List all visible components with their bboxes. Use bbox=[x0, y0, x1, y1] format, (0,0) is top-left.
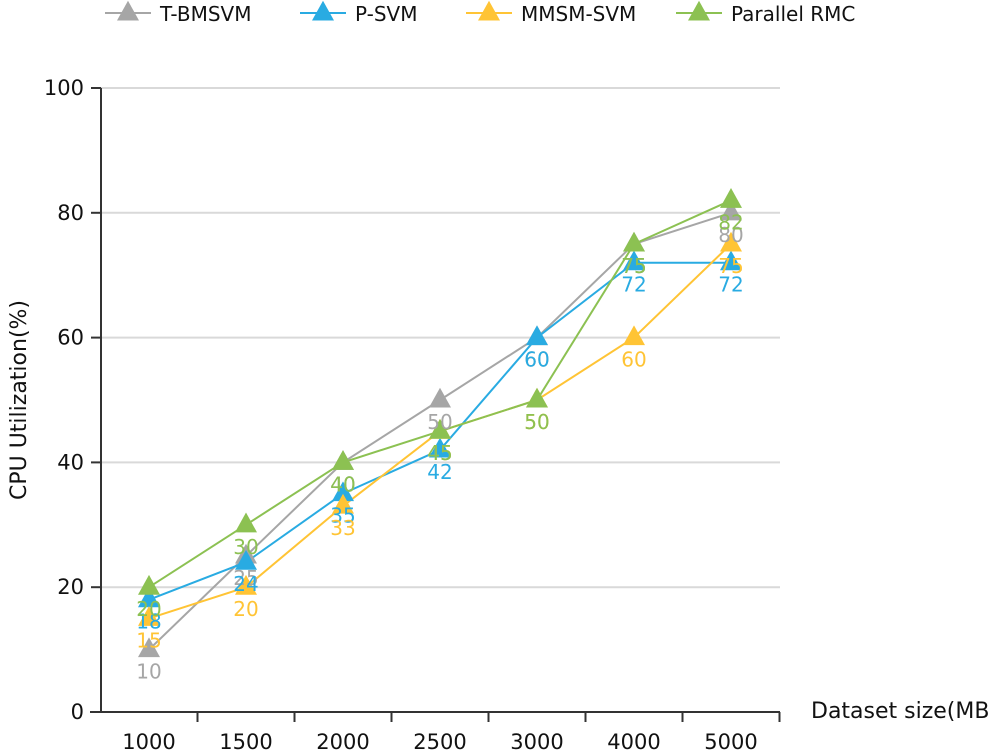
legend-label-p-svm: P-SVM bbox=[355, 2, 417, 26]
data-label-t-bmsvm-2000: 40 bbox=[330, 472, 355, 496]
x-tick-label-3000: 3000 bbox=[510, 730, 563, 750]
data-label-parallel-rmc-1500: 30 bbox=[233, 535, 258, 559]
y-tick-label-100: 100 bbox=[44, 76, 84, 100]
data-label-mmsm-svm-3000: 50 bbox=[524, 410, 549, 434]
x-axis-title: Dataset size(MB bbox=[811, 699, 989, 724]
data-label-p-svm-2500: 42 bbox=[427, 460, 452, 484]
legend: T-BMSVM P-SVM MMSM-SVM Parallel RMC bbox=[105, 0, 855, 26]
legend-marker-mmsm-svm bbox=[478, 0, 500, 21]
data-label-mmsm-svm-1000: 15 bbox=[136, 628, 161, 652]
x-tick-label-2500: 2500 bbox=[413, 730, 466, 750]
point-parallel-rmc-1000 bbox=[138, 574, 160, 595]
point-parallel-rmc-2000 bbox=[332, 450, 354, 470]
data-label-parallel-rmc-1000: 20 bbox=[136, 597, 161, 621]
data-label-t-bmsvm-1500: 25 bbox=[233, 566, 258, 590]
point-p-svm-4000 bbox=[623, 250, 645, 271]
data-label-t-bmsvm-1000: 10 bbox=[136, 660, 161, 684]
point-p-svm-2500 bbox=[429, 437, 451, 458]
point-mmsm-svm-2000 bbox=[332, 493, 354, 514]
data-label-t-bmsvm-3000: 60 bbox=[524, 348, 549, 372]
legend-marker-t-bmsvm bbox=[117, 0, 139, 21]
point-t-bmsvm-1000 bbox=[138, 637, 160, 658]
point-parallel-rmc-3000 bbox=[526, 387, 548, 408]
data-label-t-bmsvm-4000: 75 bbox=[621, 254, 646, 278]
data-label-p-svm-5000: 72 bbox=[718, 273, 743, 297]
data-label-p-svm-3000: 60 bbox=[524, 348, 549, 372]
y-tick-label-60: 60 bbox=[57, 326, 84, 350]
data-label-mmsm-svm-5000: 75 bbox=[718, 254, 743, 278]
point-parallel-rmc-5000 bbox=[720, 188, 742, 208]
data-label-p-svm-1000: 18 bbox=[136, 610, 161, 634]
legend-label-t-bmsvm: T-BMSVM bbox=[159, 2, 252, 26]
data-label-p-svm-4000: 72 bbox=[621, 273, 646, 297]
data-label-parallel-rmc-4000: 75 bbox=[621, 254, 646, 278]
y-tick-label-80: 80 bbox=[57, 201, 84, 225]
point-p-svm-3000 bbox=[526, 325, 548, 346]
data-label-parallel-rmc-2500: 45 bbox=[427, 441, 452, 465]
y-axis-title: CPU Utilization(%) bbox=[7, 300, 32, 500]
data-label-p-svm-2000: 35 bbox=[330, 504, 355, 528]
point-t-bmsvm-2500 bbox=[429, 387, 451, 408]
legend-label-parallel-rmc: Parallel RMC bbox=[731, 2, 855, 26]
y-tick-labels: 0 20 40 60 80 100 bbox=[44, 76, 101, 724]
point-p-svm-1000 bbox=[138, 587, 160, 608]
y-tick-label-0: 0 bbox=[71, 700, 84, 724]
data-label-mmsm-svm-2500: 45 bbox=[427, 441, 452, 465]
point-mmsm-svm-5000 bbox=[720, 231, 742, 252]
legend-marker-p-svm bbox=[312, 0, 334, 21]
y-tick-label-40: 40 bbox=[57, 450, 84, 474]
data-label-mmsm-svm-2000: 33 bbox=[330, 516, 355, 540]
point-p-svm-1500 bbox=[235, 549, 257, 570]
x-tick-labels: 1000 1500 2000 2500 3000 4000 5000 bbox=[122, 712, 781, 750]
point-p-svm-5000 bbox=[720, 250, 742, 271]
point-mmsm-svm-4000 bbox=[623, 325, 645, 346]
point-parallel-rmc-1500 bbox=[235, 512, 257, 533]
y-tick-label-20: 20 bbox=[57, 575, 84, 599]
point-mmsm-svm-1500 bbox=[235, 574, 257, 595]
legend-marker-parallel-rmc bbox=[688, 0, 710, 21]
data-label-p-svm-1500: 24 bbox=[233, 572, 258, 596]
grid-lines bbox=[101, 87, 780, 589]
x-tick-label-1000: 1000 bbox=[122, 730, 175, 750]
data-label-parallel-rmc-3000: 50 bbox=[524, 410, 549, 434]
point-p-svm-2000 bbox=[332, 481, 354, 502]
point-parallel-rmc-4000 bbox=[623, 231, 645, 252]
point-t-bmsvm-5000 bbox=[720, 200, 742, 221]
legend-label-mmsm-svm: MMSM-SVM bbox=[521, 2, 636, 26]
data-label-parallel-rmc-5000: 82 bbox=[718, 210, 743, 234]
data-label-parallel-rmc-2000: 40 bbox=[330, 472, 355, 496]
point-mmsm-svm-1000 bbox=[138, 606, 160, 626]
data-label-mmsm-svm-4000: 60 bbox=[621, 348, 646, 372]
point-parallel-rmc-2500 bbox=[429, 418, 451, 439]
x-tick-label-1500: 1500 bbox=[219, 730, 272, 750]
series-markers bbox=[138, 188, 742, 658]
x-tick-label-5000: 5000 bbox=[704, 730, 757, 750]
data-label-t-bmsvm-5000: 80 bbox=[718, 223, 743, 247]
x-tick-label-4000: 4000 bbox=[607, 730, 660, 750]
data-label-mmsm-svm-1500: 20 bbox=[233, 597, 258, 621]
data-label-t-bmsvm-2500: 50 bbox=[427, 410, 452, 434]
x-tick-label-2000: 2000 bbox=[316, 730, 369, 750]
axes bbox=[90, 88, 780, 713]
